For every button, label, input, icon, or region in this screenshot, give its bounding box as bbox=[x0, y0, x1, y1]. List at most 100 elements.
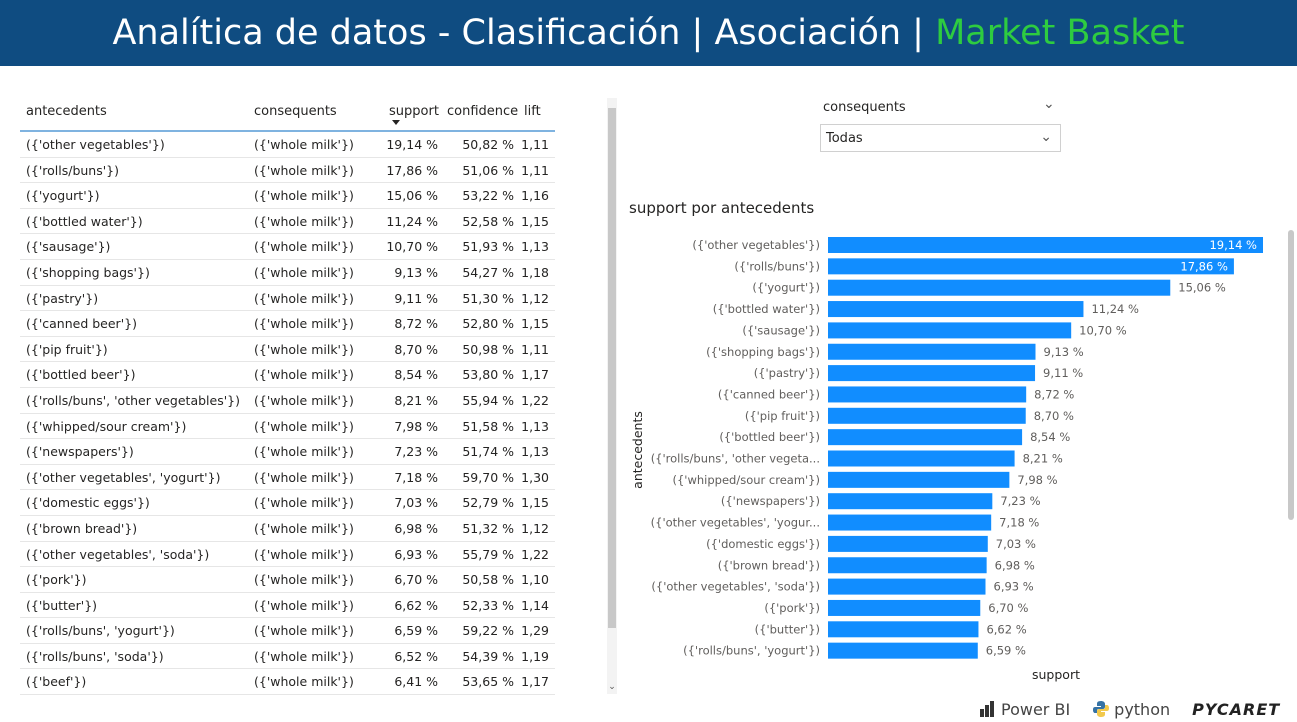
cell-antecedents: ({'pip fruit'}) bbox=[26, 341, 108, 357]
chevron-down-icon: ⌄ bbox=[1040, 129, 1052, 145]
table-row[interactable]: ({'other vegetables'}) ({'whole milk'}) 19… bbox=[20, 132, 555, 158]
bar[interactable] bbox=[828, 471, 1010, 488]
data-label: 8,54 % bbox=[1030, 430, 1070, 444]
table-row[interactable]: ({'brown bread'}) ({'whole milk'}) 6,98 % 5… bbox=[20, 516, 555, 542]
cell-consequents: ({'whole milk'}) bbox=[254, 341, 354, 357]
category-label: ({'bottled water'}) bbox=[713, 302, 820, 316]
table-row[interactable]: ({'rolls/buns', 'soda'}) ({'whole milk'})… bbox=[20, 644, 555, 670]
table-row[interactable]: ({'shopping bags'}) ({'whole milk'}) 9,13 … bbox=[20, 260, 555, 286]
cell-lift: 1,13 bbox=[521, 444, 549, 460]
category-label: ({'domestic eggs'}) bbox=[706, 537, 820, 551]
cell-antecedents: ({'rolls/buns', 'other vegetables'}) bbox=[26, 392, 240, 408]
bar[interactable] bbox=[828, 407, 1026, 424]
data-label: 19,14 % bbox=[1209, 238, 1257, 252]
consequents-slicer-dropdown[interactable]: Todas ⌄ bbox=[820, 124, 1061, 152]
cell-confidence: 50,82 % bbox=[462, 137, 514, 152]
table-scrollbar-thumb[interactable] bbox=[608, 108, 616, 628]
bar[interactable] bbox=[828, 258, 1234, 275]
data-label: 6,98 % bbox=[995, 558, 1035, 572]
table-scrollbar[interactable]: ⌄ bbox=[607, 98, 617, 694]
cell-support: 15,06 % bbox=[386, 188, 438, 204]
cell-antecedents: ({'pastry'}) bbox=[26, 290, 99, 306]
table-row[interactable]: ({'pastry'}) ({'whole milk'}) 9,11 % 51,30 … bbox=[20, 286, 555, 312]
table-row[interactable]: ({'beef'}) ({'whole milk'}) 6,41 % 53,65 % 1… bbox=[20, 669, 555, 696]
bar[interactable] bbox=[828, 279, 1171, 296]
cell-consequents: ({'whole milk'}) bbox=[254, 137, 354, 152]
data-label: 10,70 % bbox=[1079, 323, 1127, 337]
table-row[interactable]: ({'bottled water'}) ({'whole milk'}) 11,24… bbox=[20, 209, 555, 235]
cell-confidence: 53,80 % bbox=[462, 367, 514, 383]
bar[interactable] bbox=[828, 599, 981, 616]
column-header-antecedents[interactable]: antecedents bbox=[26, 104, 107, 119]
table-row[interactable]: ({'rolls/buns', 'yogurt'}) ({'whole milk'… bbox=[20, 618, 555, 644]
table-row[interactable]: ({'newspapers'}) ({'whole milk'}) 7,23 % 51… bbox=[20, 439, 555, 465]
bar[interactable] bbox=[828, 450, 1015, 467]
bar[interactable] bbox=[828, 237, 1263, 253]
cell-lift: 1,10 bbox=[521, 572, 549, 588]
table-row[interactable]: ({'yogurt'}) ({'whole milk'}) 15,06 % 53,22… bbox=[20, 183, 555, 209]
table-row[interactable]: ({'pip fruit'}) ({'whole milk'}) 8,70 % 50,… bbox=[20, 337, 555, 363]
cell-antecedents: ({'newspapers'}) bbox=[26, 444, 134, 460]
cell-confidence: 51,32 % bbox=[462, 520, 514, 536]
slicer-collapse-chevron-icon[interactable]: ⌄ bbox=[1043, 96, 1055, 112]
data-label: 7,03 % bbox=[996, 537, 1036, 551]
category-label: ({'other vegetables', 'yogur... bbox=[651, 516, 820, 530]
table-row[interactable]: ({'other vegetables', 'yogurt'}) ({'whole… bbox=[20, 465, 555, 491]
rules-table: antecedents consequents support confiden… bbox=[20, 96, 618, 708]
data-label: 11,24 % bbox=[1091, 302, 1139, 316]
chart-scrollbar-thumb[interactable] bbox=[1288, 230, 1294, 520]
cell-antecedents: ({'beef'}) bbox=[26, 674, 87, 690]
bar[interactable] bbox=[828, 514, 992, 531]
cell-antecedents: ({'domestic eggs'}) bbox=[26, 495, 150, 511]
table-row[interactable]: ({'bottled beer'}) ({'whole milk'}) 8,54 %… bbox=[20, 362, 555, 388]
cell-lift: 1,22 bbox=[521, 392, 549, 408]
cell-antecedents: ({'canned beer'}) bbox=[26, 316, 137, 332]
bar[interactable] bbox=[828, 535, 988, 552]
cell-confidence: 52,79 % bbox=[462, 495, 514, 511]
table-row[interactable]: ({'rolls/buns'}) ({'whole milk'}) 17,86 % 5… bbox=[20, 158, 555, 184]
data-label: 7,18 % bbox=[999, 516, 1039, 530]
chart-scrollbar[interactable] bbox=[1287, 230, 1295, 666]
category-label: ({'other vegetables', 'soda'}) bbox=[651, 580, 820, 594]
table-row[interactable]: ({'other vegetables', 'soda'}) ({'whole m… bbox=[20, 542, 555, 568]
scroll-down-icon[interactable]: ⌄ bbox=[608, 682, 616, 692]
cell-support: 7,98 % bbox=[394, 418, 438, 434]
bar[interactable] bbox=[828, 557, 987, 574]
column-header-lift[interactable]: lift bbox=[524, 104, 541, 119]
table-row[interactable]: ({'domestic eggs'}) ({'whole milk'}) 7,03 … bbox=[20, 490, 555, 516]
column-header-consequents[interactable]: consequents bbox=[254, 104, 337, 119]
data-label: 9,13 % bbox=[1044, 345, 1084, 359]
category-label: ({'rolls/buns'}) bbox=[734, 259, 820, 273]
bar[interactable] bbox=[828, 429, 1023, 446]
bar[interactable] bbox=[828, 386, 1027, 403]
cell-support: 8,72 % bbox=[394, 316, 438, 332]
column-header-support[interactable]: support bbox=[389, 104, 439, 119]
bar[interactable] bbox=[828, 322, 1072, 339]
cell-consequents: ({'whole milk'}) bbox=[254, 623, 354, 639]
cell-antecedents: ({'brown bread'}) bbox=[26, 520, 138, 536]
cell-lift: 1,11 bbox=[521, 137, 549, 152]
table-row[interactable]: ({'pork'}) ({'whole milk'}) 6,70 % 50,58 % 1… bbox=[20, 567, 555, 593]
table-row[interactable]: ({'rolls/buns', 'other vegetables'}) ({'w… bbox=[20, 388, 555, 414]
bar[interactable] bbox=[828, 621, 979, 638]
bar[interactable] bbox=[828, 365, 1036, 382]
table-row[interactable]: ({'whipped/sour cream'}) ({'whole milk'})… bbox=[20, 414, 555, 440]
column-header-confidence[interactable]: confidence bbox=[447, 104, 519, 119]
table-row[interactable]: ({'sausage'}) ({'whole milk'}) 10,70 % 51,9… bbox=[20, 234, 555, 260]
cell-support: 7,23 % bbox=[394, 444, 438, 460]
cell-consequents: ({'whole milk'}) bbox=[254, 392, 354, 408]
bar[interactable] bbox=[828, 493, 993, 510]
table-row[interactable]: ({'canned beer'}) ({'whole milk'}) 8,72 % 5… bbox=[20, 311, 555, 337]
bar[interactable] bbox=[828, 301, 1084, 318]
cell-lift: 1,29 bbox=[521, 623, 549, 639]
bar[interactable] bbox=[828, 343, 1036, 360]
bar[interactable] bbox=[828, 642, 978, 659]
bar[interactable] bbox=[828, 578, 986, 595]
table-row[interactable]: ({'butter'}) ({'whole milk'}) 6,62 % 52,33 … bbox=[20, 593, 555, 619]
powerbi-label: Power BI bbox=[1001, 699, 1071, 719]
chart-title: support por antecedents bbox=[629, 199, 815, 217]
cell-support: 6,93 % bbox=[394, 546, 438, 562]
cell-lift: 1,30 bbox=[521, 469, 549, 485]
cell-lift: 1,18 bbox=[521, 264, 549, 280]
y-axis-title: antecedents bbox=[630, 411, 645, 489]
